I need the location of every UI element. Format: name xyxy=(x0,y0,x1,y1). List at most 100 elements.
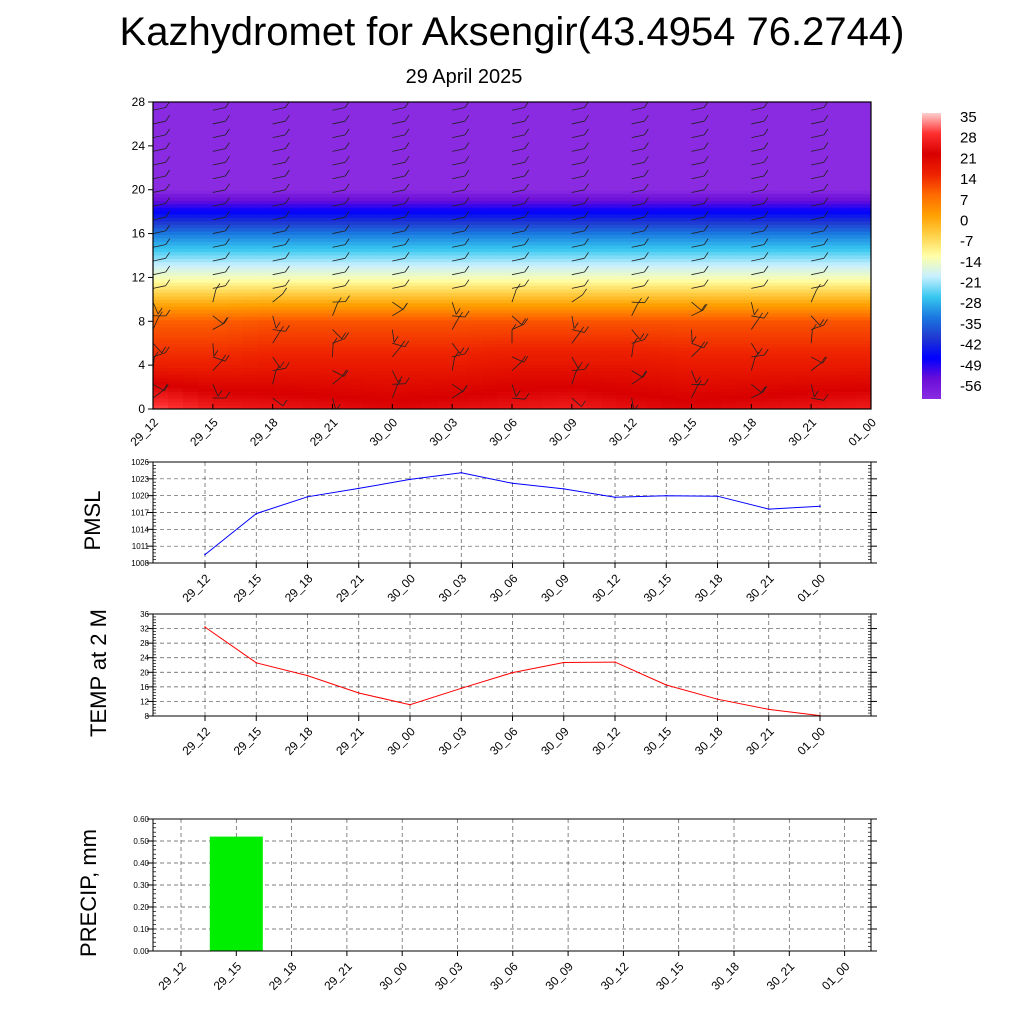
field-cell xyxy=(452,385,468,390)
wind-barb-flag xyxy=(224,354,230,362)
wind-barb xyxy=(153,238,171,248)
field-cell xyxy=(796,310,812,315)
field-cell xyxy=(482,306,498,311)
field-cell xyxy=(586,269,603,274)
field-cell xyxy=(332,221,349,226)
field-cell xyxy=(467,173,483,178)
field-cell xyxy=(766,391,782,396)
wind-barb xyxy=(212,315,228,325)
field-cell xyxy=(556,159,573,164)
field-cell xyxy=(347,115,364,120)
field-cell xyxy=(482,391,498,396)
field-cell xyxy=(377,211,393,216)
field-cell xyxy=(841,108,857,113)
field-cell xyxy=(377,221,393,226)
field-cell xyxy=(796,125,812,130)
field-cell xyxy=(751,296,767,301)
field-cell xyxy=(392,323,408,328)
field-cell xyxy=(586,333,603,338)
field-cell xyxy=(751,217,767,222)
field-cell xyxy=(422,378,438,383)
field-cell xyxy=(556,293,573,298)
field-cell xyxy=(541,190,558,195)
field-cell xyxy=(601,136,618,141)
field-cell xyxy=(392,265,408,270)
field-cell xyxy=(227,231,244,236)
wind-barb-flag xyxy=(344,252,350,259)
field-cell xyxy=(811,293,827,298)
field-cell xyxy=(467,214,483,219)
field-cell xyxy=(167,146,184,151)
field-cell xyxy=(467,327,483,332)
field-cell xyxy=(287,371,304,376)
field-cell xyxy=(721,177,737,182)
field-cell xyxy=(796,204,812,209)
field-cell xyxy=(257,200,274,205)
field-cell xyxy=(422,364,438,369)
field-cell xyxy=(706,102,723,107)
wind-barb-flag xyxy=(644,128,649,136)
field-cell xyxy=(556,153,573,158)
field-cell xyxy=(766,159,782,164)
field-cell xyxy=(691,122,708,127)
field-cell xyxy=(197,197,214,202)
field-cell xyxy=(407,330,423,335)
field-cell xyxy=(362,221,378,226)
field-cell xyxy=(347,330,364,335)
field-cell xyxy=(691,136,708,141)
field-cell xyxy=(526,163,543,168)
field-cell xyxy=(736,357,752,362)
field-cell xyxy=(541,269,558,274)
field-cell xyxy=(392,228,408,233)
field-cell xyxy=(497,122,513,127)
field-cell xyxy=(616,255,633,260)
field-cell xyxy=(676,108,693,113)
wind-barb-flag xyxy=(584,326,589,333)
field-cell xyxy=(317,364,334,369)
field-cell xyxy=(706,159,723,164)
wind-barb-flag xyxy=(524,169,530,177)
wind-barb xyxy=(153,252,171,262)
field-cell xyxy=(796,197,812,202)
field-cell xyxy=(377,217,393,222)
field-cell xyxy=(153,374,169,379)
field-cell xyxy=(392,371,408,376)
field-cell xyxy=(437,146,453,151)
field-cell xyxy=(796,248,812,253)
field-cell xyxy=(601,272,618,277)
wind-barb-flag xyxy=(523,318,529,325)
field-cell xyxy=(302,156,319,161)
field-cell xyxy=(212,149,229,154)
field-cell xyxy=(437,402,453,407)
wind-barb xyxy=(691,128,709,139)
field-cell xyxy=(182,235,199,240)
wind-barb-flag xyxy=(285,238,290,245)
field-cell xyxy=(482,296,498,301)
field-cell xyxy=(691,402,708,407)
field-cell xyxy=(167,112,184,117)
field-cell xyxy=(616,347,633,352)
field-cell xyxy=(153,368,169,373)
field-cell xyxy=(751,146,767,151)
field-cell xyxy=(227,180,244,185)
field-cell xyxy=(287,224,304,229)
wind-barb-shaft xyxy=(392,148,406,152)
field-cell xyxy=(856,368,871,373)
field-cell xyxy=(721,204,737,209)
field-cell xyxy=(811,115,827,120)
field-cell xyxy=(467,204,483,209)
field-cell xyxy=(571,398,588,403)
field-cell xyxy=(153,142,169,147)
field-cell xyxy=(377,385,393,390)
field-cell xyxy=(242,357,259,362)
field-cell xyxy=(751,112,767,117)
field-cell xyxy=(751,282,767,287)
field-cell xyxy=(706,388,723,393)
field-cell xyxy=(437,252,453,257)
field-cell xyxy=(257,187,274,192)
field-cell xyxy=(227,248,244,253)
field-cell xyxy=(691,327,708,332)
field-cell xyxy=(227,125,244,130)
wind-barb-shaft xyxy=(332,370,345,377)
field-cell xyxy=(153,299,169,304)
